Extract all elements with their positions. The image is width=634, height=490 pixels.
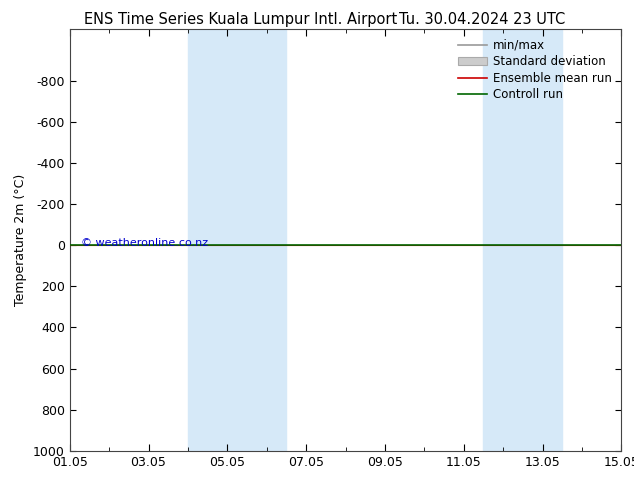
Text: © weatheronline.co.nz: © weatheronline.co.nz	[81, 238, 208, 248]
Text: ENS Time Series Kuala Lumpur Intl. Airport: ENS Time Series Kuala Lumpur Intl. Airpo…	[84, 12, 398, 27]
Bar	[483, 29, 562, 451]
Y-axis label: Temperature 2m (°C): Temperature 2m (°C)	[15, 174, 27, 306]
Text: Tu. 30.04.2024 23 UTC: Tu. 30.04.2024 23 UTC	[399, 12, 565, 27]
Legend: min/max, Standard deviation, Ensemble mean run, Controll run: min/max, Standard deviation, Ensemble me…	[454, 35, 616, 105]
Bar	[188, 29, 287, 451]
